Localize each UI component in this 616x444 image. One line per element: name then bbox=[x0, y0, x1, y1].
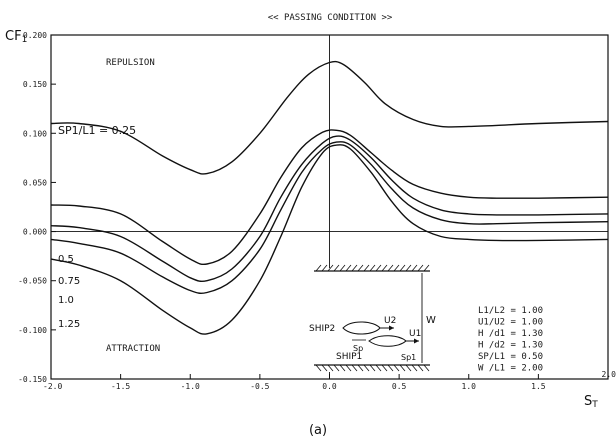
series-curves bbox=[50, 60, 609, 335]
hatch-mark bbox=[423, 364, 430, 372]
x-tick-label: 0.5 bbox=[392, 382, 407, 391]
hatch-mark bbox=[333, 264, 340, 272]
y-tick-label: 0.050 bbox=[23, 178, 47, 187]
y-tick-label: 0.200 bbox=[23, 31, 47, 40]
hatch-mark bbox=[357, 364, 364, 372]
series-label-3: 1.0 bbox=[58, 295, 74, 306]
parameter-table: L1/L2 = 1.00 U1/U2 = 1.00H /d1 = 1.30 H /d… bbox=[478, 306, 543, 374]
hatch-mark bbox=[405, 264, 412, 272]
u1-arrowhead bbox=[414, 338, 419, 344]
series-line-2 bbox=[50, 135, 609, 283]
series-label-4: 1.25 bbox=[58, 319, 80, 330]
x-tick-label: -0.5 bbox=[250, 382, 269, 391]
y-tick-label: -0.050 bbox=[18, 277, 47, 286]
parameter-row: H /d1 = 1.30 bbox=[478, 329, 543, 339]
series-line-3 bbox=[50, 141, 609, 294]
hatch-mark bbox=[417, 364, 424, 372]
x-tick-label: 2.0 bbox=[602, 370, 616, 379]
parameter-row: SP/L1 = 0.50 bbox=[478, 352, 543, 362]
series-label-1: 0.5 bbox=[58, 254, 74, 265]
y-tick-label: -0.150 bbox=[18, 375, 47, 384]
hatch-mark bbox=[375, 364, 382, 372]
hatch-mark bbox=[357, 264, 364, 272]
y-tick-label: 0.150 bbox=[23, 80, 47, 89]
hatch-mark bbox=[339, 264, 346, 272]
sp-label: Sp bbox=[353, 344, 363, 353]
parameter-row: L1/L2 = 1.00 bbox=[478, 306, 543, 316]
hatch-mark bbox=[393, 364, 400, 372]
series-line-4 bbox=[50, 144, 609, 335]
x-axis-label-subscript: T bbox=[591, 400, 598, 410]
hatch-mark bbox=[345, 364, 352, 372]
y-axis-label: CF1 bbox=[5, 29, 27, 45]
hatch-mark bbox=[321, 264, 328, 272]
x-tick-label: -2.0 bbox=[43, 382, 62, 391]
hatch-mark bbox=[399, 364, 406, 372]
hatch-mark bbox=[345, 264, 352, 272]
hatch-mark bbox=[339, 364, 346, 372]
hatch-mark bbox=[375, 264, 382, 272]
axis-ticks: -2.0 -1.5 -1.0 -0.5 0.0 0.5 1.0 1.5 2.0 0.200 0.15… bbox=[18, 31, 616, 391]
y-tick-label: -0.100 bbox=[18, 326, 47, 335]
hatch-mark bbox=[351, 364, 358, 372]
parameter-row: U1/U2 = 1.00 bbox=[478, 318, 543, 328]
y-tick-label: 0.100 bbox=[23, 129, 47, 138]
hatch-mark bbox=[315, 364, 322, 372]
ship-inset-diagram: SHIP2 SHIP1 U2 U1 Sp Sp1 W bbox=[309, 264, 436, 372]
hatch-mark bbox=[369, 364, 376, 372]
hatch-mark bbox=[363, 364, 370, 372]
u2-label: U2 bbox=[384, 316, 396, 326]
hatch-mark bbox=[351, 264, 358, 272]
y-tick-label: 0.000 bbox=[23, 228, 47, 237]
hatch-mark bbox=[387, 264, 394, 272]
inset-background bbox=[312, 268, 432, 372]
ship1-label: SHIP1 bbox=[336, 352, 362, 362]
hatch-mark bbox=[405, 364, 412, 372]
hatch-mark bbox=[381, 264, 388, 272]
hatch-mark bbox=[381, 364, 388, 372]
hatch-mark bbox=[411, 264, 418, 272]
hatch-mark bbox=[423, 264, 430, 272]
u1-label: U1 bbox=[409, 329, 421, 339]
series-line-0 bbox=[50, 60, 609, 175]
hatch-mark bbox=[393, 264, 400, 272]
hatch-mark bbox=[363, 264, 370, 272]
hatch-mark bbox=[387, 364, 394, 372]
x-tick-label: 1.5 bbox=[531, 382, 546, 391]
y-axis-label-subscript: 1 bbox=[22, 35, 28, 45]
series-labels: SP1/L1 = 0.25 0.5 0.75 1.0 1.25 bbox=[58, 124, 136, 330]
series-label-2: 0.75 bbox=[58, 276, 80, 287]
parameter-row: W /L1 = 2.00 bbox=[478, 364, 543, 374]
hatch-mark bbox=[369, 264, 376, 272]
hatch-mark bbox=[399, 264, 406, 272]
channel-wall-bottom-hatching bbox=[315, 364, 430, 372]
series-line-1 bbox=[50, 129, 609, 266]
channel-wall-top-hatching bbox=[315, 264, 430, 272]
hatch-mark bbox=[417, 264, 424, 272]
hatch-mark bbox=[327, 264, 334, 272]
x-axis-label: ST bbox=[584, 394, 598, 410]
x-tick-label: -1.0 bbox=[181, 382, 200, 391]
ship2-label: SHIP2 bbox=[309, 324, 335, 334]
hatch-mark bbox=[333, 364, 340, 372]
hatch-mark bbox=[321, 364, 328, 372]
chart-title: << PASSING CONDITION >> bbox=[268, 13, 393, 23]
series-label-0: SP1/L1 = 0.25 bbox=[58, 124, 136, 137]
hatch-mark bbox=[411, 364, 418, 372]
x-tick-label: -1.5 bbox=[111, 382, 130, 391]
attraction-annotation: ATTRACTION bbox=[106, 344, 160, 354]
w-label: W bbox=[426, 315, 436, 326]
figure-caption: (a) bbox=[309, 423, 327, 438]
parameter-row: H /d2 = 1.30 bbox=[478, 341, 543, 351]
sp1-label: Sp1 bbox=[401, 353, 416, 362]
repulsion-annotation: REPULSION bbox=[106, 58, 155, 68]
x-tick-label: 0.0 bbox=[322, 382, 337, 391]
x-tick-label: 1.0 bbox=[462, 382, 477, 391]
u2-arrowhead bbox=[389, 325, 394, 331]
hatch-mark bbox=[315, 264, 322, 272]
hatch-mark bbox=[327, 364, 334, 372]
